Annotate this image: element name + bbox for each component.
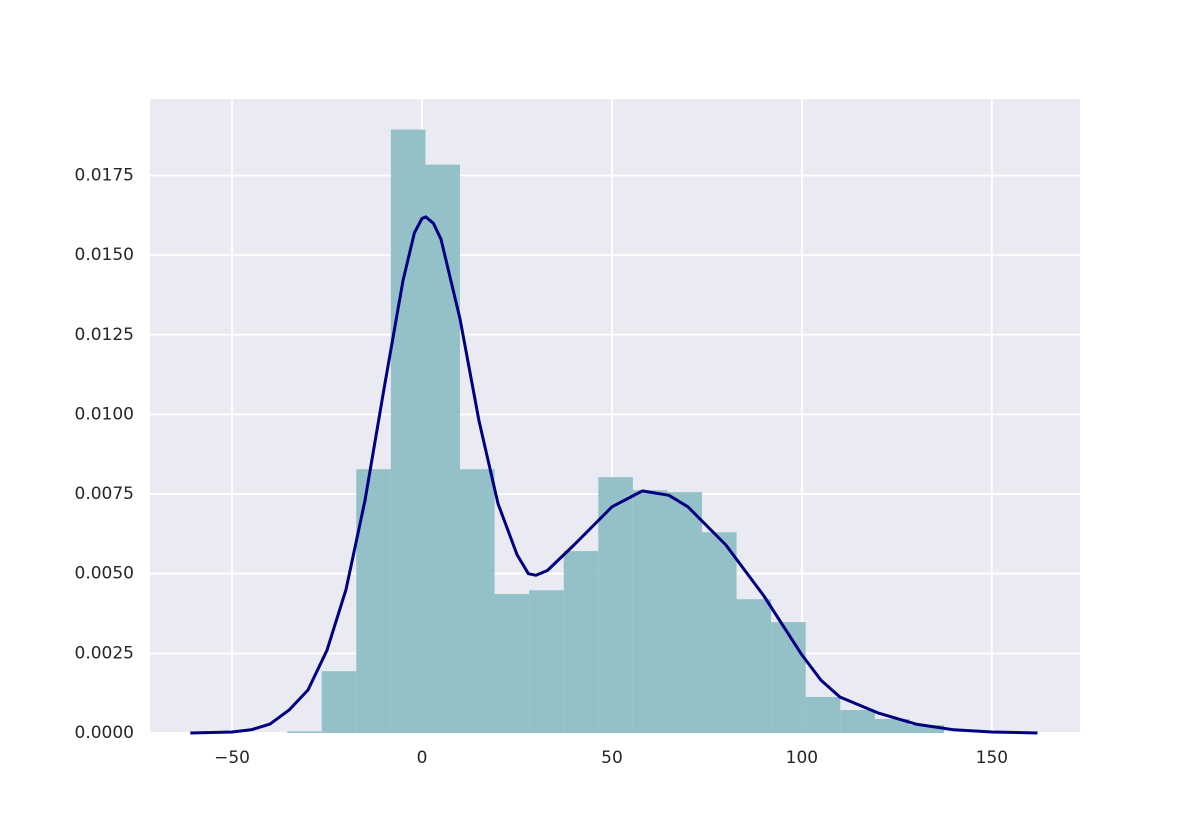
histogram-bar <box>632 490 668 733</box>
histogram-bar <box>321 671 357 733</box>
y-tick-label: 0.0150 <box>75 245 134 265</box>
histogram-bar <box>494 594 530 733</box>
y-tick-label: 0.0075 <box>75 484 134 504</box>
x-tick-label: −50 <box>214 748 250 768</box>
histogram-bar <box>287 731 322 733</box>
histogram-bar <box>701 532 737 733</box>
histogram-bar <box>909 725 944 733</box>
y-tick-label: 0.0175 <box>75 165 134 185</box>
x-tick-label: 50 <box>601 748 623 768</box>
y-tick-label: 0.0125 <box>75 325 134 345</box>
y-tick-label: 0.0050 <box>75 564 134 584</box>
y-tick-label: 0.0025 <box>75 643 134 663</box>
y-tick-label: 0.0000 <box>75 723 134 743</box>
x-tick-label: 150 <box>976 748 1008 768</box>
histogram-bar <box>460 469 495 733</box>
histogram-bar <box>390 129 426 733</box>
kde-line <box>190 215 1038 735</box>
histogram-bar <box>771 622 806 733</box>
x-tick-label: 100 <box>786 748 818 768</box>
histogram-bar <box>805 696 841 733</box>
histogram-bar <box>736 599 772 733</box>
histogram-bar <box>563 551 599 733</box>
histogram-bar <box>667 492 702 733</box>
histogram-bar <box>425 164 460 734</box>
x-tick-label: 0 <box>417 748 428 768</box>
histogram-bar <box>840 710 875 733</box>
histogram-bar <box>529 590 564 733</box>
histogram-bar <box>598 477 633 733</box>
y-tick-label: 0.0100 <box>75 404 134 424</box>
histogram-bar <box>356 469 391 733</box>
histogram-bar <box>874 718 910 733</box>
